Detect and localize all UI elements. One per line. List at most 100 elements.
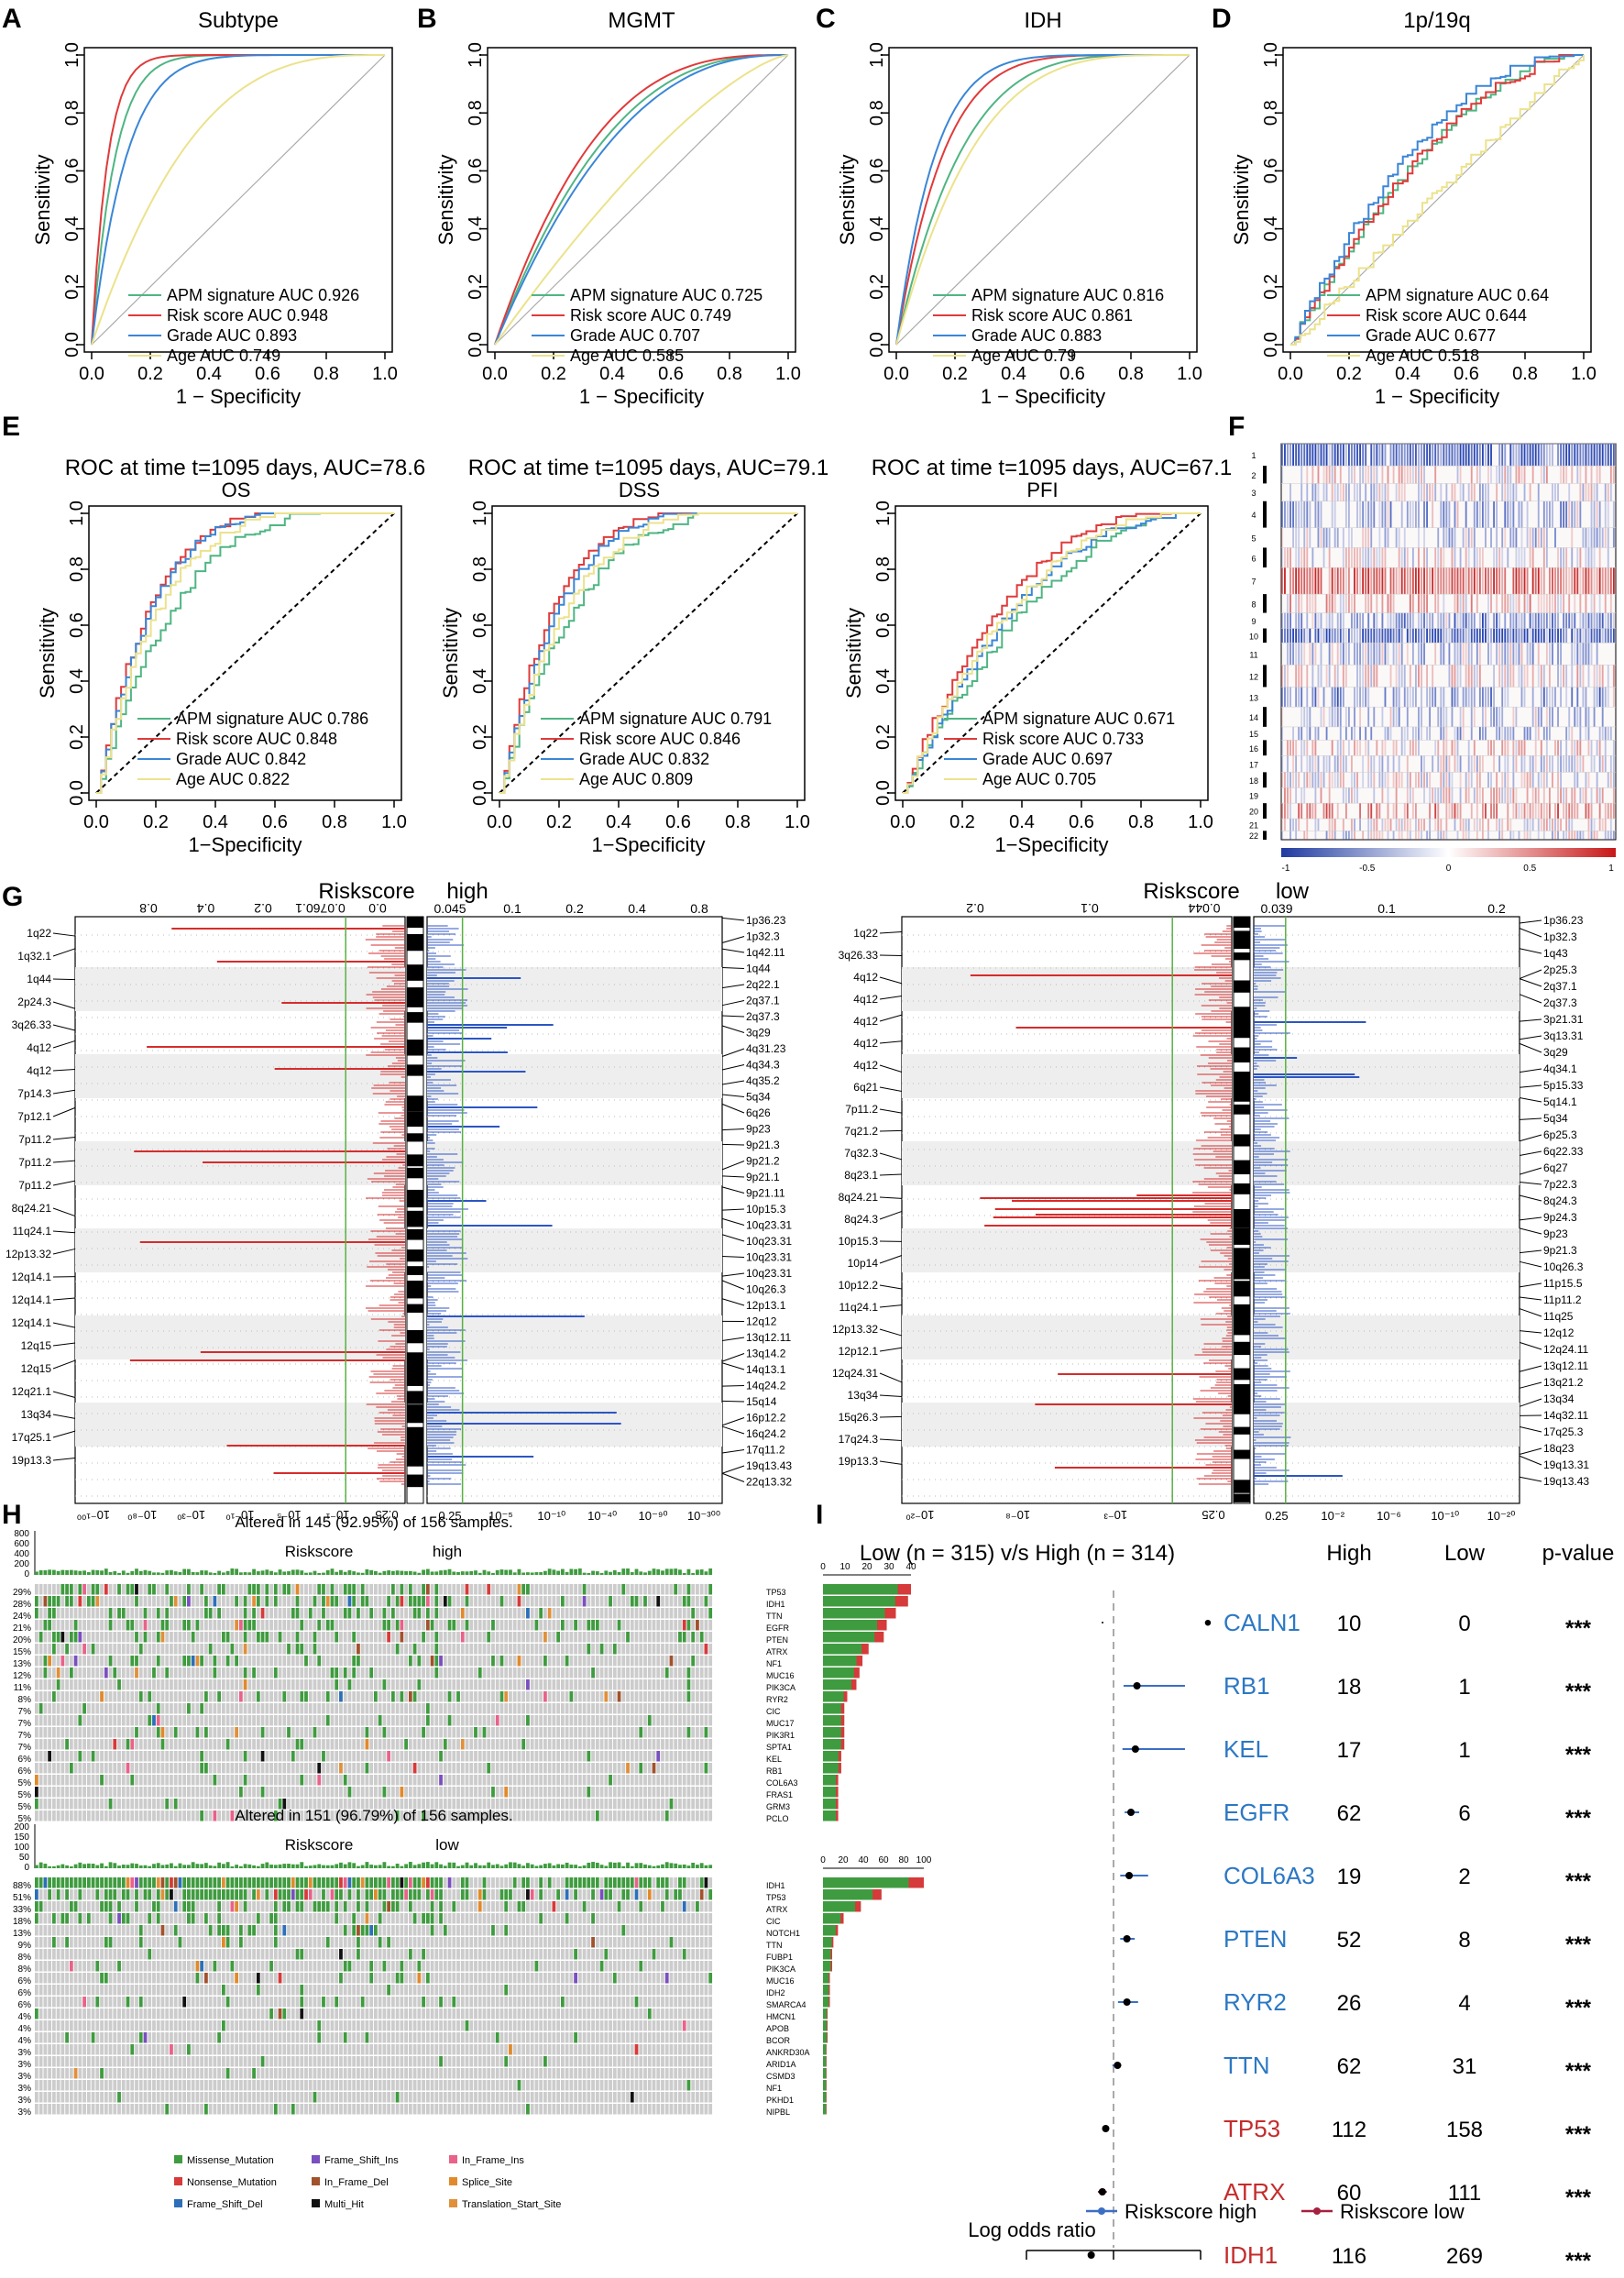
sample-bar [143, 1569, 148, 1575]
mutation-cell [256, 1667, 260, 1678]
heatmap-cell [1601, 444, 1604, 467]
right-cytoband-label: 10q23.31 [746, 1251, 792, 1264]
heatmap-cell [1576, 740, 1579, 756]
mutation-cell [465, 1632, 469, 1643]
sample-bar [526, 1572, 530, 1575]
heatmap-cell [1565, 466, 1568, 484]
mutation-cell [173, 1667, 178, 1678]
heatmap-cell [1303, 567, 1306, 595]
mutation-cell [213, 1644, 217, 1655]
heatmap-cell [1370, 643, 1373, 666]
heatmap-cell [1365, 726, 1367, 741]
mutation-cell [439, 1608, 443, 1619]
mutation-cell [313, 1632, 317, 1643]
mutation-cell [634, 1667, 639, 1678]
ideogram-band [1234, 1397, 1250, 1414]
sample-bar [269, 1570, 273, 1575]
heatmap-cell [1370, 755, 1373, 773]
mutation-cell [495, 1667, 499, 1678]
mutation-cell [569, 1644, 574, 1655]
mutation-cell [543, 1608, 547, 1619]
heatmap-cell [1531, 466, 1534, 484]
heatmap-cell [1537, 612, 1540, 629]
label-connector [721, 936, 745, 943]
heatmap-cell [1571, 687, 1574, 708]
heatmap-cell [1465, 665, 1467, 688]
mutation-cell [91, 1620, 95, 1631]
mutation-cell [204, 1656, 208, 1667]
heatmap-cell [1331, 483, 1333, 501]
heatmap-cell [1476, 444, 1478, 467]
x-tick-label: 0.4 [203, 812, 228, 832]
heatmap-cell [1328, 643, 1331, 666]
sample-bar [374, 1570, 378, 1575]
heatmap-cell [1443, 787, 1445, 804]
heatmap-cell [1601, 527, 1604, 548]
heatmap-cell [1515, 803, 1518, 820]
mutation-cell [69, 1656, 73, 1667]
mutation-cell [517, 1596, 521, 1607]
heatmap-cell [1314, 772, 1317, 788]
heatmap-cell [1579, 612, 1582, 629]
mutation-cell [469, 1608, 474, 1619]
heatmap-cell [1367, 527, 1370, 548]
heatmap-cell [1325, 755, 1328, 773]
mutation-cell [38, 1679, 43, 1690]
heatmap-cell [1434, 787, 1437, 804]
heatmap-cell [1478, 772, 1481, 788]
heatmap-cell [1448, 803, 1451, 820]
mutation-cell [182, 1667, 187, 1678]
x-tick-label: 0.0 [883, 364, 909, 384]
heatmap-cell [1557, 755, 1559, 773]
mutation-cell [269, 1620, 273, 1631]
mutation-cell [674, 1667, 678, 1678]
heatmap-cell [1423, 819, 1425, 831]
heatmap-cell [1470, 726, 1473, 741]
mutation-cell [304, 1667, 308, 1678]
label-connector [879, 1328, 903, 1337]
heatmap-cell [1289, 444, 1291, 467]
heatmap-cell [1392, 466, 1395, 484]
mutation-cell [308, 1584, 313, 1595]
heatmap-cell [1485, 501, 1487, 528]
heatmap-cell [1306, 831, 1309, 840]
mutation-cell [322, 1667, 325, 1678]
heatmap-cell [1579, 787, 1582, 804]
heatmap-cell [1523, 665, 1526, 688]
heatmap-cell [1454, 803, 1456, 820]
heatmap-cell [1400, 831, 1403, 840]
heatmap-cell [1582, 527, 1585, 548]
heatmap-cell [1576, 803, 1579, 820]
mutation-cell [238, 1584, 243, 1595]
heatmap-cell [1554, 803, 1556, 820]
heatmap-cell [1325, 665, 1328, 688]
heatmap-cell [1348, 740, 1350, 756]
heatmap-cell [1571, 755, 1574, 773]
x-tick-label: 0.2 [137, 364, 163, 384]
mutation-cell [82, 1656, 86, 1667]
heatmap-cell [1496, 772, 1498, 788]
heatmap-cell [1531, 772, 1534, 788]
mutation-cell [369, 1584, 374, 1595]
heatmap-cell [1325, 628, 1328, 644]
heatmap-cell [1418, 444, 1420, 467]
heatmap-cell [1309, 444, 1311, 467]
heatmap-cell [1498, 707, 1501, 727]
mutation-cell [504, 1656, 509, 1667]
mutation-cell [217, 1584, 222, 1595]
heatmap-cell [1325, 466, 1328, 484]
mutation-cell [404, 1584, 408, 1595]
mutation-cell [325, 1667, 330, 1678]
mutation-cell [439, 1584, 443, 1595]
chromosome-band-shade [75, 1403, 405, 1447]
heatmap-cell [1306, 547, 1309, 568]
heatmap-cell [1518, 612, 1520, 629]
heatmap-cell [1604, 567, 1607, 595]
heatmap-cell [1367, 628, 1370, 644]
heatmap-cell [1289, 594, 1291, 613]
heatmap-cell [1373, 707, 1376, 727]
mutation-cell [696, 1620, 699, 1631]
top-axis-label: 0.039 [1260, 901, 1292, 916]
heatmap-cell [1529, 628, 1531, 644]
row-label: 15 [1249, 730, 1258, 739]
